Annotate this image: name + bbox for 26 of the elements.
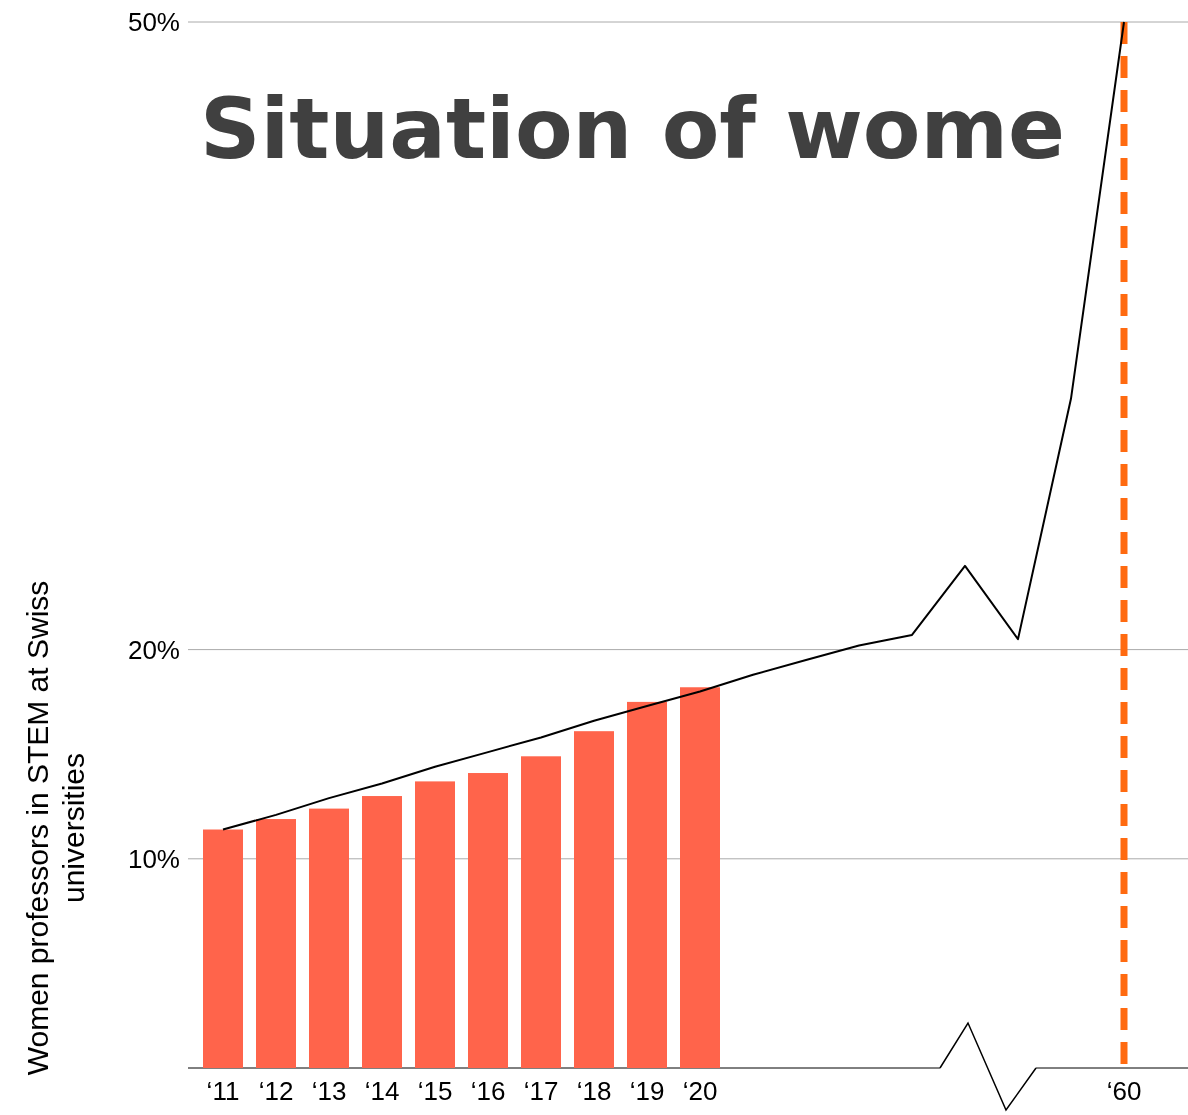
bar: [680, 687, 720, 1068]
x-tick-label: ‘15: [417, 1076, 453, 1106]
y-tick-label: 10%: [127, 843, 180, 874]
x-tick-label: ‘14: [364, 1076, 400, 1106]
bar: [574, 731, 614, 1068]
x-tick-label: ‘16: [470, 1076, 506, 1106]
x-tick-label: ‘20: [682, 1076, 718, 1106]
bar: [415, 781, 455, 1068]
x-tick-label: ‘17: [523, 1076, 559, 1106]
bar: [203, 829, 243, 1068]
bar: [256, 819, 296, 1068]
x-tick-label: ‘11: [206, 1076, 240, 1106]
x-tick-label: ‘19: [629, 1076, 665, 1106]
y-tick-label: 20%: [127, 634, 180, 665]
x-tick-label: ‘12: [258, 1076, 294, 1106]
x-tick-label: ‘60: [1106, 1076, 1142, 1106]
y-axis-title: Women professors in STEM at Swiss universities: [21, 580, 90, 1076]
x-tick-label: ‘18: [576, 1076, 612, 1106]
x-tick-label: ‘13: [311, 1076, 347, 1106]
y-tick-label: 50%: [127, 7, 180, 38]
bar: [521, 756, 561, 1068]
bar: [468, 773, 508, 1068]
bar: [627, 701, 667, 1068]
bar: [362, 796, 402, 1068]
text: Situation of wome: [200, 80, 1065, 178]
bar: [309, 808, 349, 1068]
